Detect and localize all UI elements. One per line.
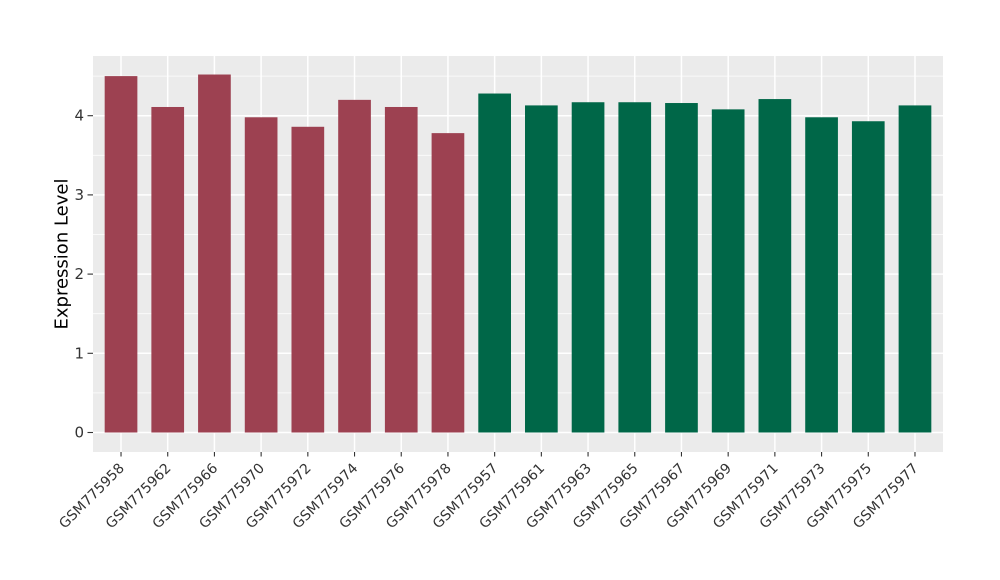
y-tick-label: 4 <box>74 107 84 125</box>
bar <box>431 133 465 433</box>
bar <box>478 93 511 433</box>
bar <box>198 74 231 433</box>
bar <box>291 126 325 433</box>
plot-panel <box>93 56 943 452</box>
y-tick-label: 0 <box>74 424 84 442</box>
bar <box>758 99 792 433</box>
bar <box>525 105 558 433</box>
bar <box>665 103 698 433</box>
bar <box>898 105 932 433</box>
bar <box>851 121 885 433</box>
y-axis-title: Expression Level <box>51 178 73 330</box>
y-tick-label: 3 <box>74 186 84 204</box>
y-tick-label: 1 <box>74 344 84 362</box>
bar <box>805 117 838 433</box>
bar <box>571 102 605 433</box>
bar <box>338 99 371 433</box>
bar <box>618 102 652 433</box>
bar <box>151 106 185 433</box>
bar <box>244 117 278 433</box>
bar <box>711 109 745 433</box>
bar <box>104 76 138 433</box>
y-tick-label: 2 <box>74 265 84 283</box>
bar <box>384 106 418 433</box>
